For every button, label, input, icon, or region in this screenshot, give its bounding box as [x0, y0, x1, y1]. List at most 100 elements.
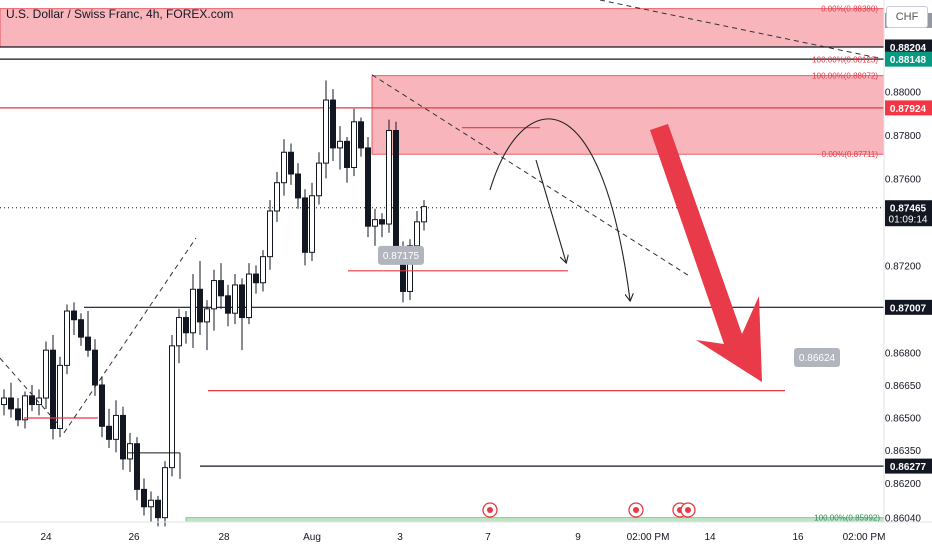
candle: [43, 341, 49, 409]
price-tag: [885, 51, 932, 67]
candle: [85, 311, 91, 357]
price-tag-label: 0.88204: [890, 43, 927, 54]
bull-candle-body: [36, 397, 42, 406]
y-tick-label: 0.86800: [885, 348, 922, 359]
bear-candle-body: [8, 397, 14, 410]
candle: [155, 495, 161, 527]
y-tick-label: 0.86200: [885, 479, 922, 490]
price-tag-label: 0.87924: [890, 104, 927, 115]
fib-label: 100.00%(0.88072): [812, 72, 878, 81]
bull-candle-body: [43, 349, 49, 399]
bear-candle-body: [239, 284, 245, 319]
bear-candle-body: [134, 443, 140, 490]
bull-candle-body: [1, 397, 7, 406]
price-tag-label: 0.87465: [890, 204, 927, 215]
currency-selector[interactable]: CHF: [886, 6, 928, 28]
projection-arc: [489, 118, 630, 300]
candle: [274, 171, 280, 222]
candle: [379, 213, 385, 238]
bear-candle-body: [120, 414, 126, 460]
fib-label: 100.00%(0.85992): [814, 514, 880, 523]
x-tick-label: 02:00 PM: [627, 532, 670, 543]
event-marker-dot: [633, 507, 639, 513]
bear-candle-body: [78, 319, 84, 338]
bull-candle-body: [176, 317, 182, 347]
price-tag: [885, 458, 932, 474]
price-tag: [885, 39, 932, 55]
candle: [22, 391, 28, 429]
bull-candle-body: [64, 310, 70, 366]
candle: [99, 376, 105, 438]
candle: [365, 137, 371, 238]
candle: [358, 117, 364, 157]
x-tick-label: 28: [218, 532, 230, 543]
x-tick-label: 02:00 PM: [843, 532, 886, 543]
y-tick-label: 0.86040: [885, 514, 922, 525]
y-tick-label: 0.86350: [885, 446, 922, 457]
x-tick-label: 24: [40, 532, 52, 543]
candle: [197, 261, 203, 335]
price-tag: [885, 299, 932, 315]
bull-candle-body: [372, 219, 378, 227]
candle: [15, 398, 21, 427]
bull-candle-body: [414, 221, 420, 247]
candle: [183, 311, 189, 344]
candle: [176, 308, 182, 364]
bear-candle-body: [295, 173, 301, 199]
bull-candle-body: [211, 280, 217, 310]
candle: [57, 356, 63, 438]
bear-candle-body: [29, 395, 35, 406]
bull-candle-body: [246, 273, 252, 319]
candle: [232, 274, 238, 325]
candle: [106, 408, 112, 449]
big-red-arrow: [650, 124, 762, 382]
bull-candle-body: [190, 288, 196, 334]
bear-candle-body: [99, 384, 105, 427]
bull-candle-body: [323, 99, 329, 164]
annotation-label: 0.87175: [383, 251, 420, 262]
annotation-badge: [794, 348, 840, 368]
candle: [421, 200, 427, 231]
bear-candle-body: [92, 349, 98, 386]
bull-candle-body: [162, 467, 168, 519]
candle: [78, 313, 84, 346]
bear-candle-body: [218, 280, 224, 297]
candle: [337, 126, 343, 170]
trendline-dashed: [63, 237, 197, 434]
candle: [134, 437, 140, 501]
candle: [29, 384, 35, 412]
zone-resistance: [0, 8, 885, 48]
price-tag: [885, 100, 932, 116]
candle: [295, 163, 301, 209]
x-tick-label: 26: [128, 532, 140, 543]
bear-candle-body: [71, 310, 77, 321]
bull-candle-body: [351, 121, 357, 168]
candle: [120, 406, 126, 470]
price-tag-countdown: 01:09:14: [889, 215, 928, 226]
price-tag-label: 0.86277: [890, 462, 927, 473]
price-tag-label: 0.88148: [890, 55, 927, 66]
bull-candle-body: [274, 182, 280, 212]
bull-candle-body: [113, 414, 119, 440]
candle: [8, 382, 14, 418]
bull-candle-body: [316, 162, 322, 197]
zone-resistance: [371, 75, 885, 155]
candle: [414, 210, 420, 253]
bear-candle-body: [330, 99, 336, 149]
bull-candle-body: [148, 499, 154, 508]
candle: [204, 300, 210, 351]
candle: [393, 121, 399, 264]
bear-candle-body: [225, 295, 231, 314]
trendline-dashed: [599, 0, 885, 60]
price-tag-label: 0.87007: [890, 303, 927, 314]
fib-label: 0.00%(0.88380): [821, 5, 878, 14]
candle: [351, 108, 357, 177]
x-tick-label: 7: [485, 532, 491, 543]
candle: [344, 137, 350, 183]
candle: [323, 80, 329, 179]
candle: [225, 284, 231, 327]
bull-candle-body: [386, 130, 392, 225]
candle: [64, 304, 70, 375]
